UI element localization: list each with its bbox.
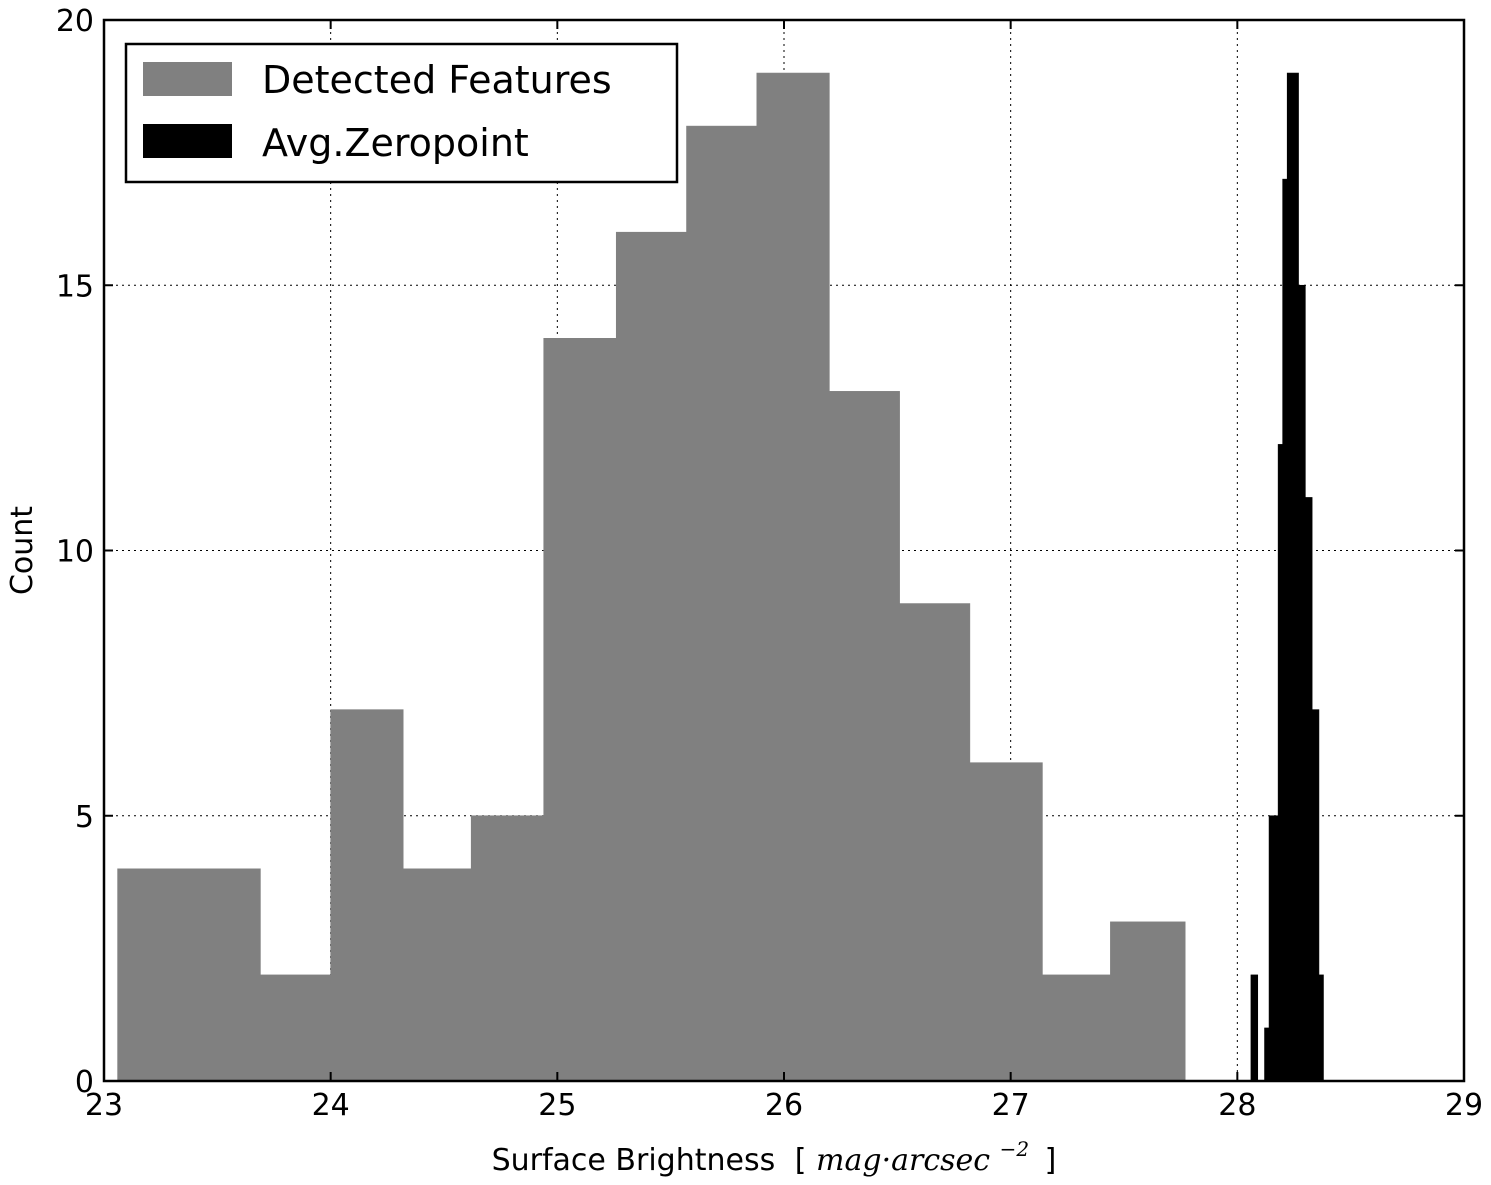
y-tick-label: 0 <box>75 1065 94 1100</box>
axis-tick-labels: 23 24 25 26 27 28 29 0 5 10 15 20 <box>56 4 1483 1123</box>
x-axis-unit-math: mag·arcsec <box>816 1143 990 1178</box>
x-tick-label: 24 <box>312 1088 350 1123</box>
histogram-bar <box>330 709 404 1082</box>
x-tick-label: 27 <box>992 1088 1030 1123</box>
x-axis-label-text: Surface Brightness <box>492 1143 776 1178</box>
histogram-bar <box>829 391 900 1082</box>
histogram-bars <box>117 72 1324 1082</box>
histogram-bar <box>1305 497 1313 1082</box>
histogram-bar <box>686 125 758 1082</box>
histogram-bar <box>1311 709 1320 1082</box>
histogram-bar <box>756 72 830 1082</box>
legend-label-avg-zeropoint: Avg.Zeropoint <box>262 121 529 165</box>
histogram-bar <box>1282 178 1288 1082</box>
series-detected-features <box>117 72 1186 1082</box>
legend-swatch-avg-zeropoint <box>143 124 232 158</box>
y-tick-label: 10 <box>56 535 94 570</box>
x-axis-unit-close-bracket: ] <box>1045 1143 1057 1178</box>
histogram-bar <box>969 762 1043 1082</box>
legend: Detected Features Avg.Zeropoint <box>124 42 679 184</box>
histogram-bar <box>615 231 687 1082</box>
x-tick-label: 25 <box>538 1088 576 1123</box>
x-tick-label: 28 <box>1218 1088 1256 1123</box>
histogram-bar <box>899 603 971 1082</box>
series-avg-zeropoint <box>1250 72 1324 1082</box>
x-axis-unit-open-bracket: [ <box>795 1143 807 1178</box>
histogram-bar <box>1298 284 1306 1082</box>
histogram-bar <box>1277 444 1283 1082</box>
x-axis-unit-exponent: −2 <box>1000 1137 1029 1161</box>
y-tick-label: 20 <box>56 4 94 39</box>
legend-swatch-detected-features <box>143 62 232 96</box>
y-axis-label: Count <box>5 506 40 595</box>
histogram-bar <box>402 868 472 1082</box>
histogram-bar <box>1264 1027 1270 1082</box>
histogram-bar <box>1268 815 1279 1082</box>
histogram-bar <box>1110 921 1186 1082</box>
y-tick-label: 5 <box>75 800 94 835</box>
histogram-bar <box>1286 72 1299 1082</box>
y-tick-label: 15 <box>56 269 94 304</box>
histogram-bar <box>543 337 617 1082</box>
histogram-bar <box>470 815 545 1082</box>
legend-label-detected-features: Detected Features <box>262 58 612 102</box>
axis-ticks <box>103 19 1465 1082</box>
x-tick-label: 29 <box>1445 1088 1483 1123</box>
histogram-bar <box>1042 974 1111 1082</box>
histogram-bar <box>1318 974 1324 1082</box>
histogram-bar <box>117 868 261 1082</box>
x-tick-label: 26 <box>765 1088 803 1123</box>
x-axis-label: Surface Brightness [ mag·arcsec −2 ] <box>492 1129 1057 1178</box>
histogram-bar <box>1250 974 1259 1082</box>
histogram-bar <box>260 974 331 1082</box>
x-tick-label: 23 <box>85 1088 123 1123</box>
